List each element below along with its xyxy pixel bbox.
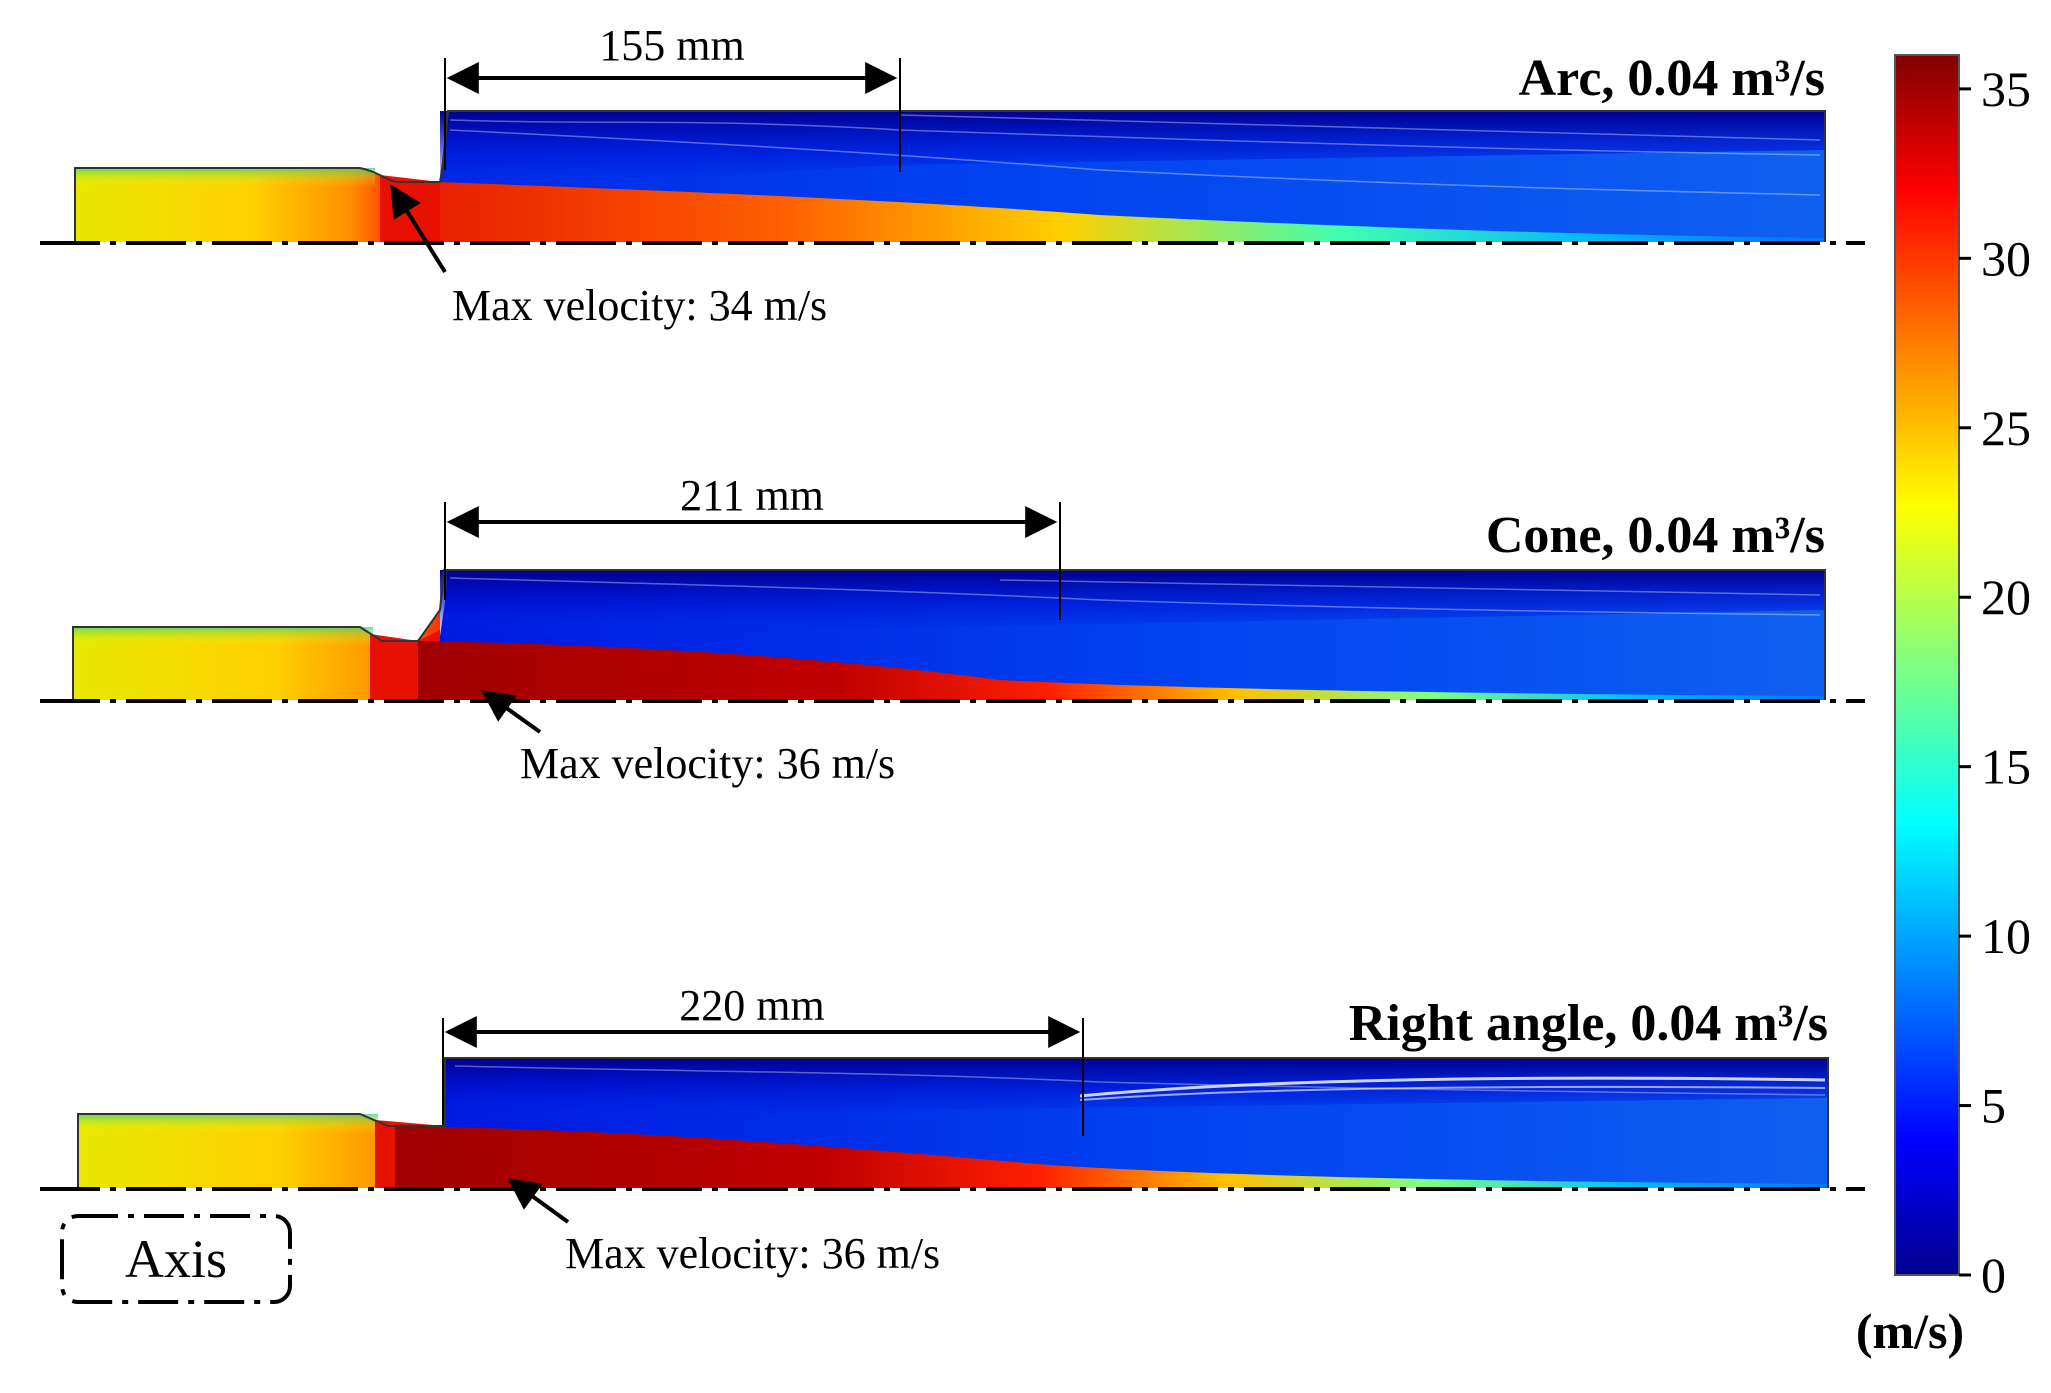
colorbar-tick-label: 5	[1981, 1078, 2006, 1134]
axis-legend-label: Axis	[125, 1229, 227, 1289]
colorbar-tick-label: 10	[1981, 908, 2031, 964]
colorbar-tick-label: 15	[1981, 739, 2031, 795]
panel-title: Right angle, 0.04 m³/s	[1349, 995, 1828, 1052]
geometry-outline	[74, 110, 1826, 242]
colorbar-unit-label: (m/s)	[1856, 1303, 1964, 1359]
colorbar-gradient	[1894, 54, 1960, 1276]
max-velocity-arrow	[481, 690, 542, 734]
dimension-label: 155 mm	[599, 21, 744, 70]
dimension-label: 211 mm	[680, 471, 824, 520]
colorbar-tick-label: 25	[1981, 400, 2031, 456]
max-velocity-label: Max velocity: 36 m/s	[520, 739, 895, 788]
panel-cone: 211 mm Cone, 0.04 m³/s Max velocity: 36 …	[40, 471, 1865, 788]
axis-legend-box	[60, 1214, 292, 1304]
geometry-outline	[72, 569, 1826, 700]
geometry-outline	[77, 1057, 1829, 1188]
colorbar: 0 5 10 15 20 25 30 35 (m/s)	[1856, 54, 2031, 1359]
panel-arc: 155 mm Arc, 0.04 m³/s Max velocity: 34 m…	[40, 21, 1865, 330]
dimension-label: 220 mm	[679, 981, 824, 1030]
max-velocity-arrow	[390, 184, 447, 274]
max-velocity-label: Max velocity: 34 m/s	[452, 281, 827, 330]
colorbar-tick-label: 30	[1981, 230, 2031, 286]
panel-title: Arc, 0.04 m³/s	[1519, 50, 1825, 107]
max-velocity-label: Max velocity: 36 m/s	[565, 1229, 940, 1278]
jet-core	[440, 182, 1825, 242]
colorbar-ticks: 0 5 10 15 20 25 30 35	[1959, 61, 2031, 1303]
jet-core	[418, 641, 1825, 700]
panel-right-angle: 220 mm Right angle, 0.04 m³/s Max veloci…	[40, 981, 1865, 1278]
jet-core	[395, 1126, 1828, 1188]
max-velocity-arrow	[507, 1178, 570, 1224]
axis-legend: Axis	[60, 1214, 292, 1304]
colorbar-tick-label: 35	[1981, 61, 2031, 117]
colorbar-tick-label: 20	[1981, 569, 2031, 625]
panel-title: Cone, 0.04 m³/s	[1486, 507, 1825, 564]
colorbar-tick-label: 0	[1981, 1247, 2006, 1303]
